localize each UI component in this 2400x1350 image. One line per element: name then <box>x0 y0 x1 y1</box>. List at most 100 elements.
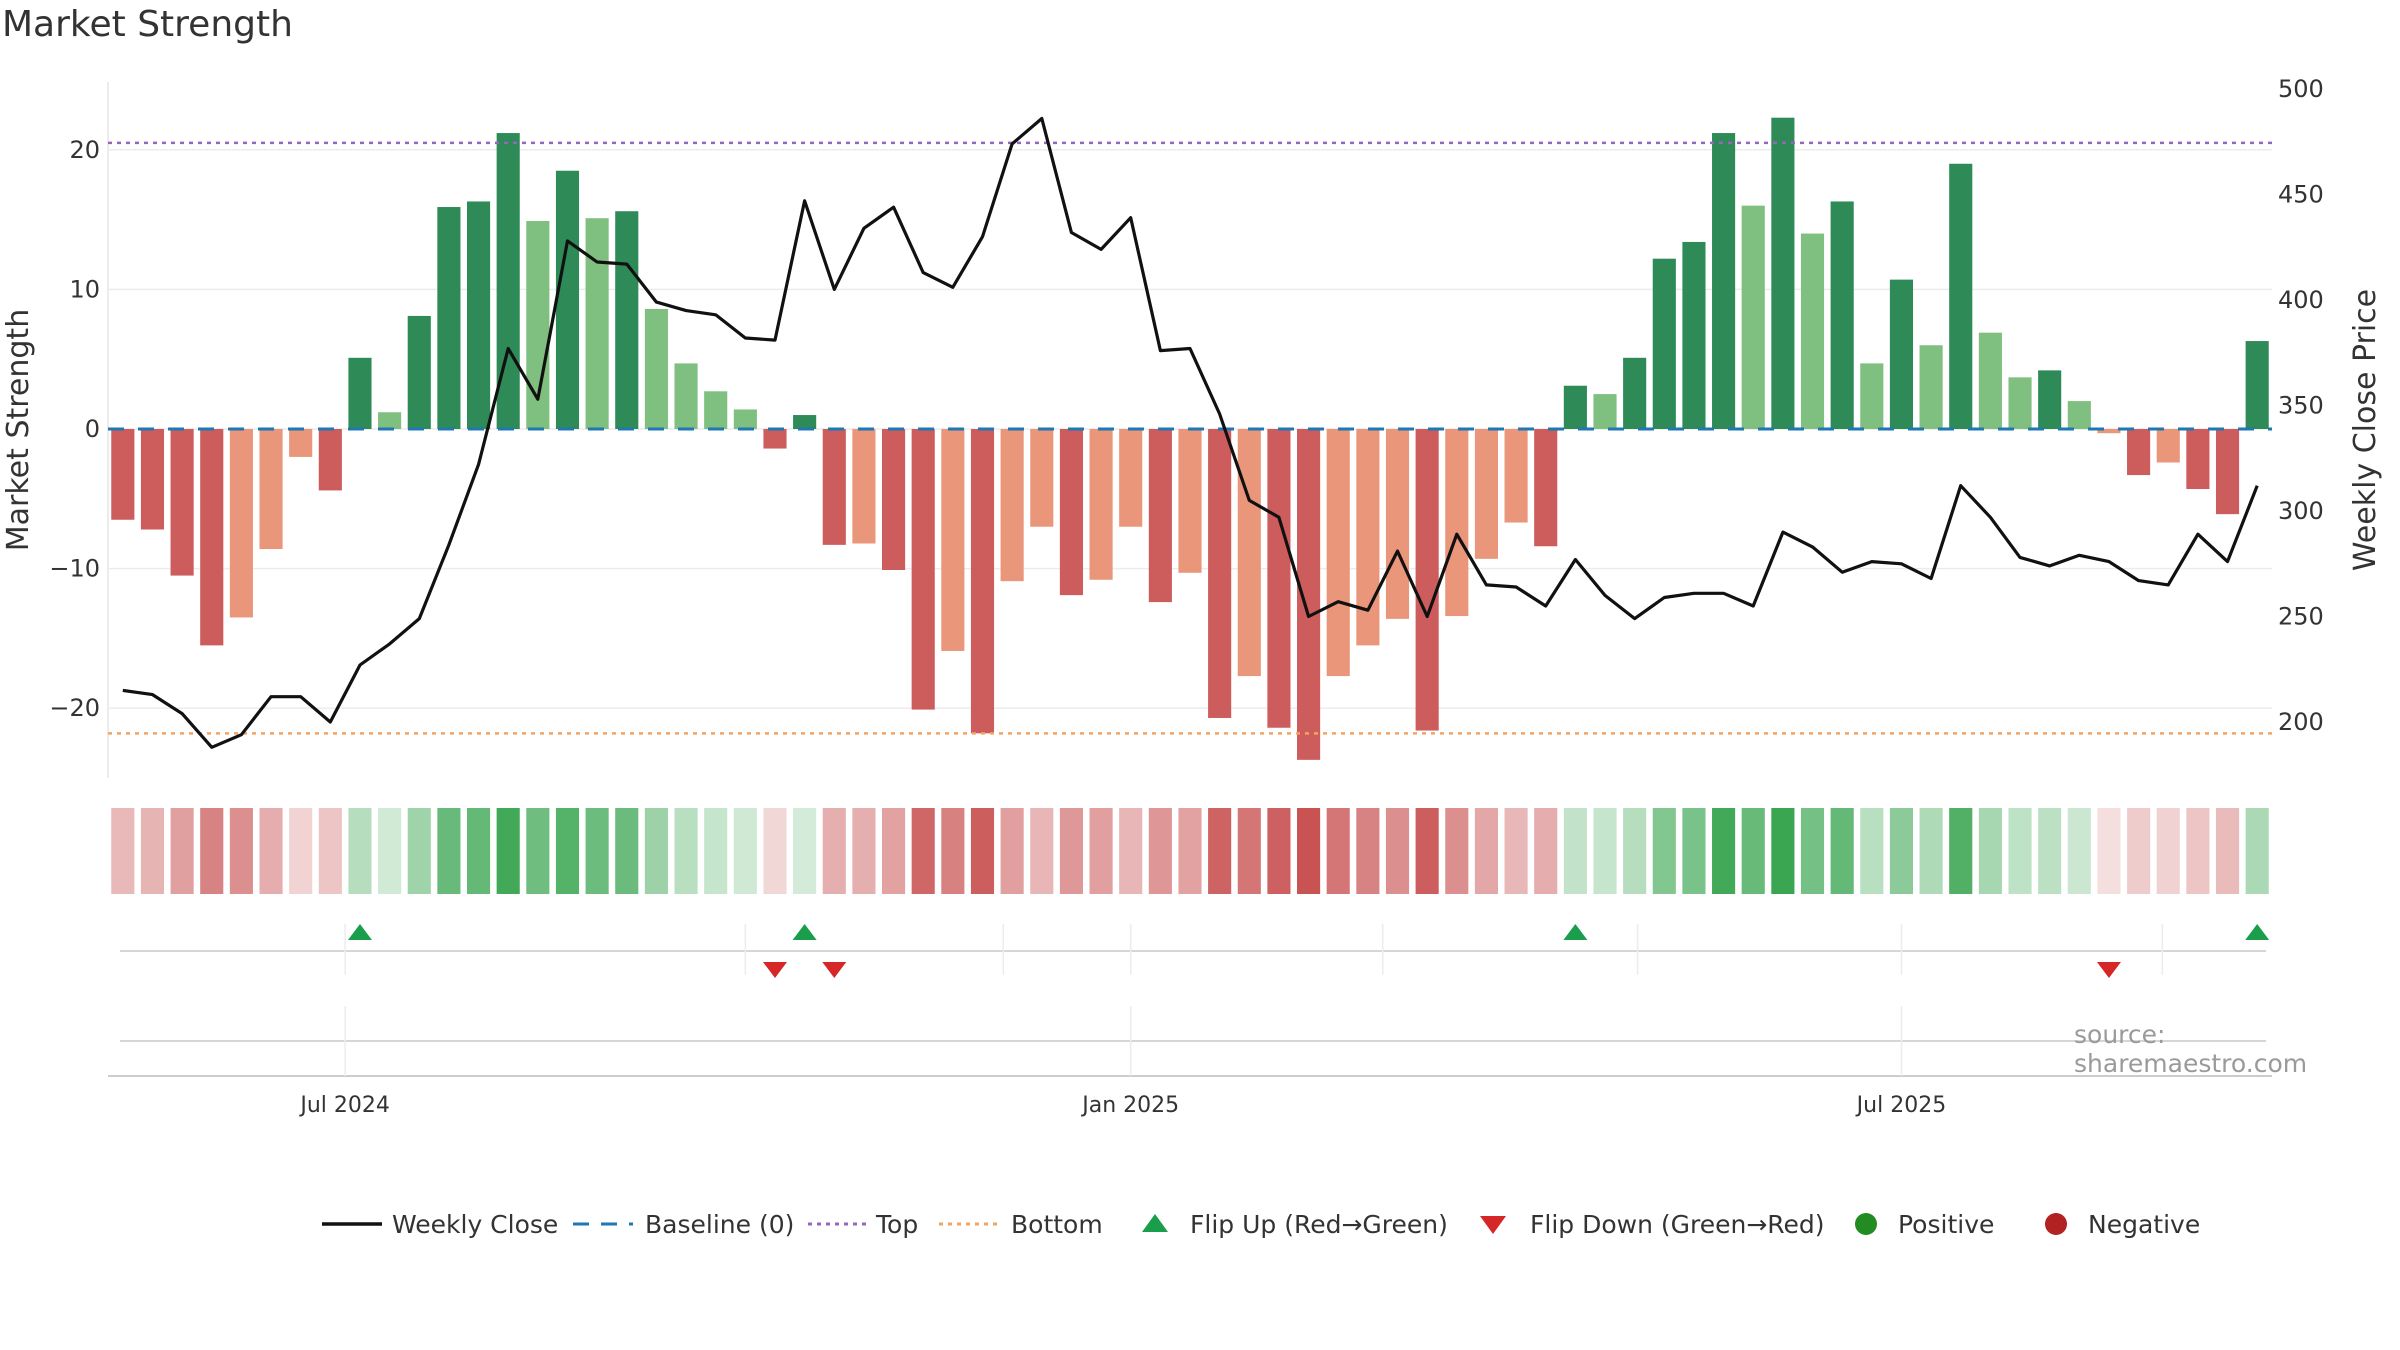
strength-heat-cell <box>852 808 876 894</box>
negative-strength-bar <box>2156 429 2180 463</box>
strength-heat-cell <box>1356 808 1380 894</box>
strength-heat-cell <box>1178 808 1202 894</box>
legend-label: Bottom <box>1011 1210 1103 1239</box>
strength-heat-cell <box>2186 808 2210 894</box>
positive-strength-bar <box>585 218 609 429</box>
negative-strength-bar <box>1474 429 1498 559</box>
positive-strength-bar <box>496 133 520 429</box>
y-tick-label: 0 <box>85 415 100 443</box>
strength-heat-cell <box>2215 808 2240 894</box>
strength-heat-cell <box>2008 808 2032 894</box>
negative-strength-bar <box>1445 429 1469 617</box>
negative-strength-bar <box>289 429 313 457</box>
negative-strength-bar <box>1385 429 1410 619</box>
negative-strength-bar <box>2186 429 2210 490</box>
strength-heat-cell <box>674 808 698 894</box>
strength-heat-cell <box>644 808 668 894</box>
strength-heat-cell <box>1771 808 1795 894</box>
positive-strength-bar <box>1741 205 1765 429</box>
strength-heat-cell <box>822 808 846 894</box>
strength-heat-cell <box>111 808 135 894</box>
flip-down-marker <box>762 962 787 978</box>
y2-tick-label: 200 <box>2278 708 2324 736</box>
positive-strength-bar <box>1978 332 2002 429</box>
negative-strength-bar <box>941 429 965 651</box>
negative-strength-bar <box>1000 429 1024 582</box>
negative-strength-bar <box>852 429 876 544</box>
strength-heat-cell <box>1445 808 1469 894</box>
strength-heat-cell <box>1297 808 1321 894</box>
positive-strength-bar <box>1949 163 1973 429</box>
strength-heat-cell <box>1534 808 1558 894</box>
strength-heat-cell <box>1741 808 1765 894</box>
positive-strength-bar <box>1563 385 1587 429</box>
positive-strength-bar <box>1860 363 1884 429</box>
strength-heat-cell <box>1059 808 1083 894</box>
strength-heat-cell <box>970 808 995 894</box>
strength-heat-cell <box>733 808 757 894</box>
negative-strength-bar <box>1297 429 1321 760</box>
negative-strength-bar <box>111 429 135 520</box>
negative-strength-bar <box>1415 429 1439 731</box>
strength-heat-cell <box>229 808 253 894</box>
positive-strength-bar <box>1771 117 1795 429</box>
strength-heat-cell <box>1237 808 1261 894</box>
flip-down-marker <box>2096 962 2121 978</box>
legend-item: Top <box>808 1210 918 1239</box>
y2-tick-label: 500 <box>2278 75 2324 103</box>
legend-label: Flip Up (Red→Green) <box>1190 1210 1448 1239</box>
negative-strength-bar <box>200 429 224 646</box>
legend-negative-icon <box>2045 1213 2067 1235</box>
legend-positive-icon <box>1855 1213 1877 1235</box>
strength-heat-cell <box>407 808 431 894</box>
legend-label: Positive <box>1898 1210 1994 1239</box>
strength-heat-cell <box>2127 808 2151 894</box>
strength-heat-cell <box>1267 808 1291 894</box>
flip-up-marker <box>1563 924 1588 940</box>
flip-up-marker <box>2245 924 2270 940</box>
strength-heat-cell <box>1830 808 1854 894</box>
positive-strength-bar <box>1623 357 1647 429</box>
negative-strength-bar <box>882 429 906 570</box>
positive-strength-bar <box>526 220 550 429</box>
y-tick-label: 20 <box>69 136 100 164</box>
legend-item: Weekly Close <box>322 1210 558 1239</box>
x-tick-label: Jul 2025 <box>1855 1093 1947 1118</box>
positive-strength-bar <box>2245 341 2269 429</box>
strength-heat-cell <box>318 808 342 894</box>
negative-strength-bar <box>1504 429 1528 523</box>
legend-label: Negative <box>2088 1210 2200 1239</box>
legend-label: Top <box>875 1210 918 1239</box>
negative-strength-bar <box>1237 429 1261 677</box>
strength-heat-cell <box>466 808 491 894</box>
strength-heat-cell <box>1208 808 1232 894</box>
strength-heat-cell <box>585 808 609 894</box>
flip-up-marker <box>347 924 372 940</box>
positive-strength-bar <box>555 170 580 430</box>
strength-heat-cell <box>2038 808 2062 894</box>
strength-heat-cell <box>496 808 520 894</box>
legend-flip-up-icon <box>1142 1214 1168 1232</box>
negative-strength-bar <box>140 429 165 530</box>
strength-heat-cell <box>378 808 402 894</box>
positive-strength-bar <box>348 357 372 429</box>
strength-heat-cell <box>1504 808 1528 894</box>
source-credit: source: sharemaestro.com <box>2074 1020 2308 1078</box>
negative-strength-bar <box>2097 429 2121 434</box>
positive-strength-bar <box>378 412 402 429</box>
negative-strength-bar <box>170 429 194 576</box>
strength-heat-cell <box>1474 808 1498 894</box>
strength-heat-cell <box>1119 808 1143 894</box>
strength-heat-cell <box>1593 808 1617 894</box>
strength-heat-cell <box>1415 808 1439 894</box>
y-tick-label: −20 <box>49 694 100 722</box>
negative-strength-bar <box>1208 429 1232 718</box>
y-tick-label: 10 <box>69 275 100 303</box>
strength-heat-cell <box>941 808 965 894</box>
strength-heat-cell <box>2156 808 2180 894</box>
strength-heat-cell <box>1623 808 1647 894</box>
negative-strength-bar <box>229 429 253 618</box>
strength-heat-cell <box>1712 808 1736 894</box>
strength-heat-cell <box>526 808 550 894</box>
negative-strength-bar <box>1059 429 1083 596</box>
